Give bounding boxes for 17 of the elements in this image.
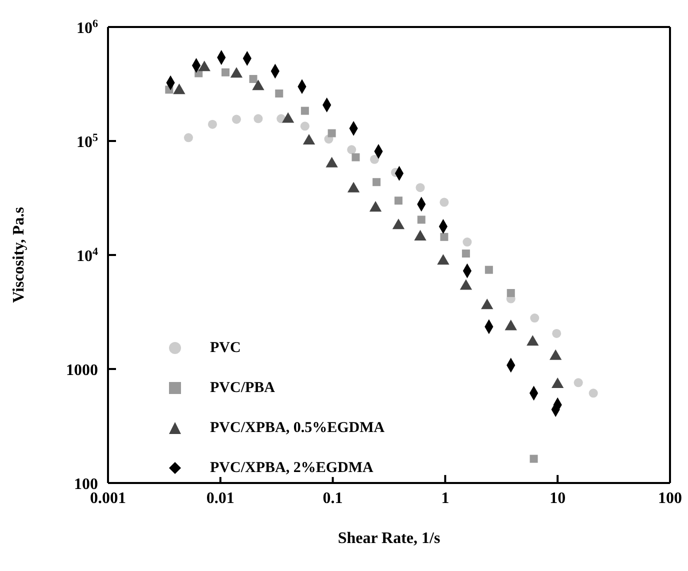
legend-label: PVC	[210, 340, 241, 356]
y-tick-label: 100	[74, 476, 98, 493]
legend-label: PVC/XPBA, 2%EGDMA	[210, 460, 374, 476]
y-axis-title: Viscosity, Pa.s	[10, 207, 28, 303]
x-tick-label: 0.1	[322, 490, 343, 507]
x-axis-title: Shear Rate, 1/s	[338, 530, 440, 547]
y-tick-label: 10$^{5}$	[76, 132, 98, 151]
legend-label: PVC/PBA	[210, 380, 275, 396]
y-tick-label: 1000	[66, 362, 98, 379]
x-tick-label: 10	[550, 490, 566, 507]
x-tick-label: 0.01	[206, 490, 234, 507]
y-tick-label: 10$^{4}$	[76, 246, 98, 265]
legend-label: PVC/XPBA, 0.5%EGDMA	[210, 420, 385, 436]
x-tick-label: 100	[658, 490, 682, 507]
x-tick-label: 1	[441, 490, 450, 507]
x-tick-label: 0.001	[90, 490, 126, 507]
y-tick-label: 10$^{6}$	[76, 18, 98, 37]
